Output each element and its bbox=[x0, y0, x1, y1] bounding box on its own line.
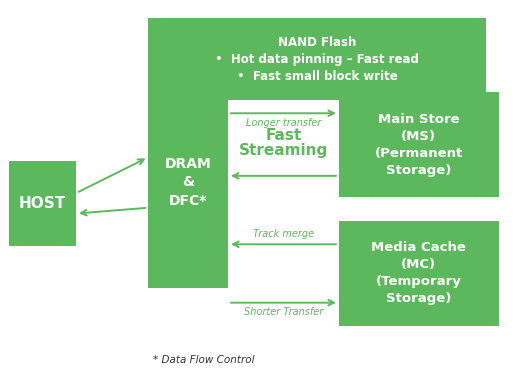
Text: Longer transfer: Longer transfer bbox=[246, 118, 321, 128]
Text: Track merge: Track merge bbox=[253, 229, 314, 240]
Text: Fast: Fast bbox=[265, 128, 301, 142]
FancyBboxPatch shape bbox=[148, 77, 228, 288]
Text: Streaming: Streaming bbox=[239, 143, 328, 158]
Text: NAND Flash
•  Hot data pinning – Fast read
•  Fast small block write: NAND Flash • Hot data pinning – Fast rea… bbox=[215, 36, 419, 83]
Text: Media Cache
(MC)
(Temporary
Storage): Media Cache (MC) (Temporary Storage) bbox=[371, 241, 466, 306]
FancyBboxPatch shape bbox=[9, 161, 76, 246]
FancyBboxPatch shape bbox=[339, 221, 499, 325]
Text: Main Store
(MS)
(Permanent
Storage): Main Store (MS) (Permanent Storage) bbox=[375, 113, 463, 176]
FancyBboxPatch shape bbox=[148, 18, 486, 100]
Text: HOST: HOST bbox=[19, 196, 66, 211]
FancyBboxPatch shape bbox=[339, 92, 499, 197]
Text: Shorter Transfer: Shorter Transfer bbox=[244, 307, 323, 317]
Text: * Data Flow Control: * Data Flow Control bbox=[153, 355, 255, 366]
Text: DRAM
&
DFC*: DRAM & DFC* bbox=[165, 157, 211, 208]
